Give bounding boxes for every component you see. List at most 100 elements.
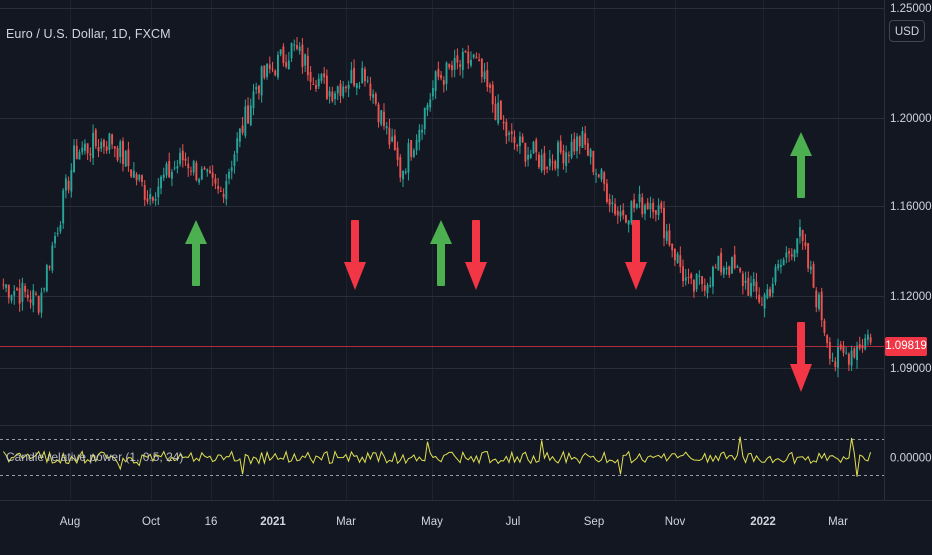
- candle-body: [557, 142, 559, 169]
- x-tick-label: 16: [205, 516, 218, 528]
- y-tick-label: 1.25000: [890, 3, 932, 15]
- candle-body: [116, 147, 119, 160]
- candle-body: [744, 280, 747, 283]
- candle: [752, 272, 755, 292]
- candle: [578, 135, 581, 155]
- candle-body: [641, 197, 644, 215]
- candle: [184, 152, 187, 166]
- candle-body: [589, 149, 592, 158]
- candle-body: [160, 176, 162, 189]
- candle-body: [309, 72, 312, 82]
- candle-body: [777, 264, 780, 269]
- candle: [557, 139, 559, 177]
- candle: [695, 273, 698, 293]
- candle: [255, 82, 258, 95]
- candle: [554, 159, 557, 171]
- candle: [853, 347, 856, 359]
- candle-body: [385, 126, 388, 129]
- candle: [649, 196, 652, 218]
- candle: [478, 53, 481, 62]
- candle-body: [720, 252, 723, 273]
- candle: [70, 163, 73, 198]
- candle: [372, 89, 375, 104]
- candle-body: [831, 360, 834, 362]
- candle-body: [644, 205, 646, 214]
- candle-body: [236, 138, 239, 153]
- candle: [856, 341, 858, 369]
- candle: [850, 345, 853, 372]
- candle-body: [736, 266, 739, 268]
- candle: [622, 203, 625, 220]
- candle-body: [146, 198, 149, 202]
- candle: [7, 284, 10, 304]
- candle-body: [5, 284, 8, 288]
- candle: [494, 96, 497, 121]
- candle-body: [741, 273, 744, 287]
- x-tick-label: May: [421, 516, 443, 528]
- candle: [323, 67, 326, 84]
- arrow-down-shaft: [351, 220, 359, 264]
- candle: [97, 139, 100, 158]
- candle: [162, 167, 165, 181]
- candle: [847, 352, 850, 372]
- candle: [820, 287, 823, 328]
- candle: [249, 98, 252, 127]
- candle-body: [105, 146, 108, 151]
- candle: [355, 83, 358, 96]
- candle: [459, 59, 462, 76]
- candle: [361, 61, 364, 84]
- candle: [611, 195, 614, 213]
- signal-down-arrow: [625, 220, 647, 290]
- candle: [429, 92, 432, 112]
- candle-body: [268, 64, 271, 69]
- candle: [222, 188, 225, 203]
- candle: [407, 138, 410, 181]
- candle: [445, 61, 448, 91]
- currency-button[interactable]: USD: [889, 20, 925, 42]
- candle-body: [548, 158, 551, 167]
- candle-body: [429, 99, 432, 108]
- candle: [252, 83, 255, 116]
- candle: [32, 284, 35, 313]
- candle: [600, 167, 603, 183]
- candle: [393, 129, 396, 151]
- candle-body: [750, 282, 752, 296]
- candle: [122, 137, 124, 172]
- candle: [508, 130, 510, 142]
- candle-body: [445, 62, 448, 84]
- candle: [298, 42, 301, 55]
- candle: [266, 62, 269, 80]
- candle: [663, 201, 665, 247]
- candle-body: [331, 91, 334, 102]
- candle: [73, 139, 75, 173]
- candle-body: [372, 94, 375, 98]
- candle: [826, 334, 829, 348]
- candle-body: [440, 75, 443, 79]
- x-tick-label: Sep: [584, 516, 604, 528]
- candle: [769, 286, 771, 298]
- candle-body: [657, 205, 660, 216]
- candle: [804, 233, 807, 250]
- candle: [652, 198, 655, 219]
- candle: [654, 210, 657, 222]
- candle-body: [491, 84, 494, 105]
- candle-body: [431, 88, 434, 97]
- candle-body: [679, 255, 682, 268]
- candle: [56, 227, 59, 237]
- candle-body: [733, 254, 736, 269]
- arrow-up-head: [430, 220, 452, 244]
- candle: [815, 287, 818, 313]
- candle-body: [747, 277, 750, 296]
- signal-down-arrow: [790, 322, 812, 392]
- candle-body: [154, 198, 157, 201]
- candle: [505, 118, 508, 144]
- candle: [16, 286, 18, 291]
- candle-body: [339, 83, 342, 96]
- candle-body: [200, 168, 203, 180]
- candle-body: [796, 238, 799, 254]
- candle: [347, 80, 350, 98]
- candle-body: [706, 285, 709, 294]
- candle: [793, 248, 796, 262]
- candle: [200, 165, 203, 181]
